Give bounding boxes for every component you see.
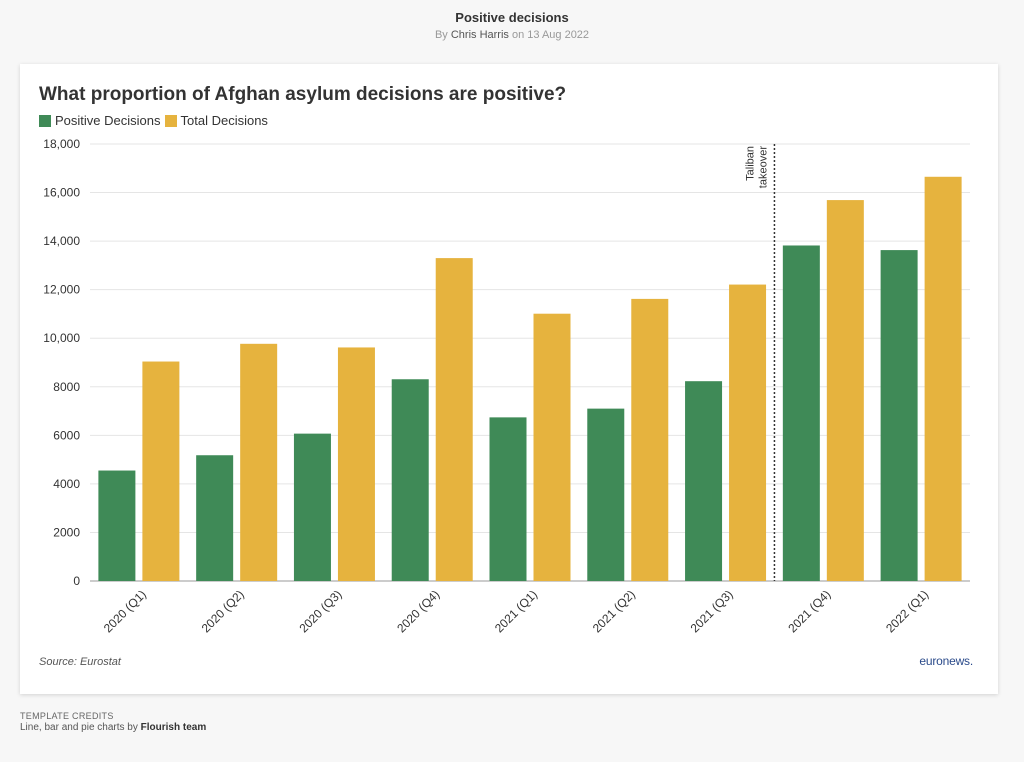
bar-total: [533, 313, 571, 581]
bar-total: [240, 343, 278, 581]
x-tick-label: 2021 (Q2): [590, 587, 638, 635]
x-tick-label: 2020 (Q2): [199, 587, 247, 635]
bar-positive: [293, 433, 331, 581]
bar-positive: [489, 417, 527, 581]
annotation-label: takeover: [757, 146, 769, 189]
bar-total: [729, 284, 767, 581]
bar-total: [924, 176, 962, 581]
x-tick-label: 2020 (Q4): [394, 587, 442, 635]
chart-title: What proportion of Afghan asylum decisio…: [39, 84, 567, 105]
y-tick-label: 8000: [53, 380, 80, 394]
template-credits-label: TEMPLATE CREDITS: [20, 711, 114, 721]
legend: Positive Decisions Total Decisions: [39, 113, 272, 128]
logo-text: euronews: [919, 654, 970, 668]
byline-date: on 13 Aug 2022: [511, 29, 590, 41]
byline-prefix: By: [434, 29, 448, 41]
bar-total: [826, 200, 864, 581]
template-credits-line: Line, bar and pie charts by Flourish tea…: [20, 722, 206, 733]
legend-label-positive: Positive Decisions: [55, 113, 161, 128]
bar-total: [337, 347, 375, 581]
bar-total: [631, 298, 669, 581]
source-note: Source: Eurostat: [39, 656, 121, 668]
y-tick-label: 16,000: [43, 186, 80, 200]
bar-positive: [391, 379, 429, 581]
chart-card: 0 2000 4000 6000 8000 10,000 12,000 14,000 16,00…: [20, 64, 998, 694]
legend-item-positive[interactable]: Positive Decisions: [39, 113, 161, 128]
euronews-logo: euronews.: [919, 654, 973, 668]
bar-positive: [782, 245, 820, 581]
x-tick-label: 2020 (Q1): [101, 587, 149, 635]
legend-swatch-total: [164, 114, 177, 127]
y-tick-label: 2000: [53, 525, 80, 539]
annotation-label: Taliban: [744, 146, 756, 181]
bar-chart: 0 2000 4000 6000 8000 10,000 12,000 14,000 16,00…: [43, 137, 970, 635]
legend-label-total: Total Decisions: [180, 113, 268, 128]
author-link[interactable]: Chris Harris: [450, 29, 509, 41]
y-tick-label: 0: [73, 574, 80, 588]
bar-positive: [98, 470, 136, 581]
bar-positive: [880, 250, 918, 582]
y-tick-label: 10,000: [43, 331, 80, 345]
bar-total: [142, 361, 180, 581]
y-tick-label: 4000: [53, 477, 80, 491]
y-tick-label: 14,000: [43, 234, 80, 248]
page-title: Positive decisions: [455, 10, 569, 25]
bar-total: [435, 258, 473, 581]
bar-positive: [587, 408, 625, 581]
x-tick-label: 2021 (Q1): [492, 587, 540, 635]
y-tick-label: 6000: [53, 428, 80, 442]
x-tick-label: 2020 (Q3): [296, 587, 344, 635]
x-tick-label: 2022 (Q1): [883, 587, 931, 635]
credits-line-prefix: Line, bar and pie charts by: [20, 722, 138, 733]
y-tick-label: 12,000: [43, 283, 80, 297]
byline: By Chris Harris on 13 Aug 2022: [0, 29, 1024, 41]
bar-positive: [196, 455, 234, 581]
legend-item-total[interactable]: Total Decisions: [164, 113, 268, 128]
legend-swatch-positive: [39, 114, 51, 127]
x-tick-label: 2021 (Q4): [785, 587, 833, 635]
y-tick-label: 18,000: [43, 137, 80, 151]
logo-dot: .: [969, 654, 973, 668]
bar-positive: [685, 381, 723, 581]
credits-author-link[interactable]: Flourish team: [140, 722, 207, 733]
x-tick-label: 2021 (Q3): [688, 587, 736, 635]
